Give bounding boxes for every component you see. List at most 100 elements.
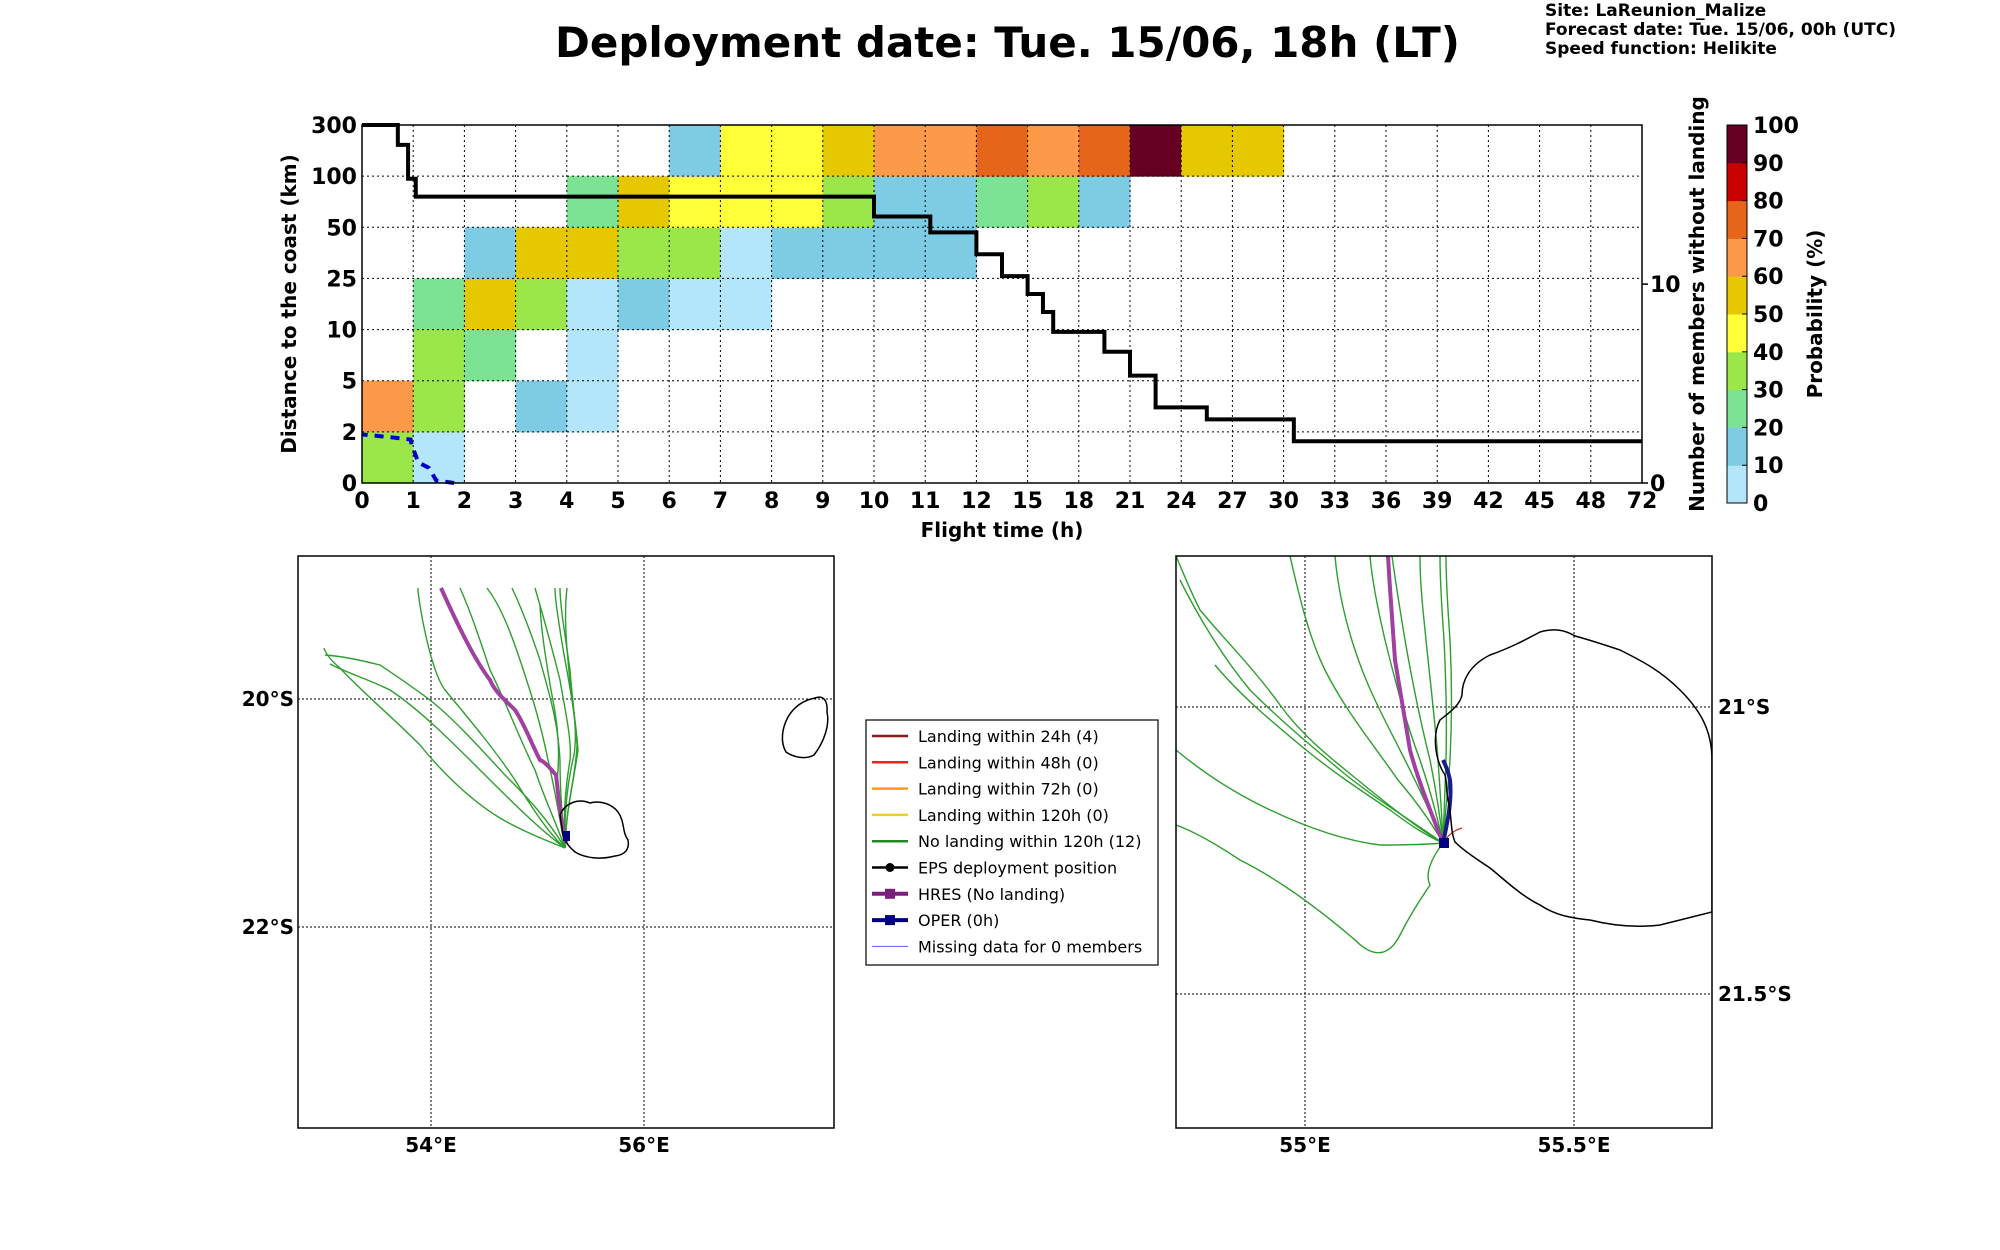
x-tick-label: 48 [1575,489,1606,514]
heatmap-cell [669,227,721,279]
speed-function-label: Speed function: Helikite [1545,39,1777,59]
legend-marker [885,888,895,899]
x-tick-label: 18 [1063,489,1094,514]
zoom-oper-marker [1439,838,1449,848]
heatmap-cell [874,176,926,228]
heatmap-cell [618,278,670,331]
legend-label: OPER (0h) [918,911,999,930]
zoom-reunion-coast [1434,629,1712,927]
heatmap-grid [362,125,1642,483]
legend-item: Landing within 120h (0) [872,806,1109,825]
legend-item: Missing data for 0 members [872,937,1142,956]
heatmap-cell [618,227,670,279]
heatmap-cell [515,380,568,433]
heatmap-cell [720,278,773,331]
colorbar-tick-label: 90 [1753,152,1784,177]
colorbar-tick-label: 70 [1753,227,1784,252]
heatmap-cell [874,227,926,279]
x-tick-label: 21 [1115,489,1146,514]
x-tick-labels: 0 1 2 3 4 5 6 7 8 9 10 11 12 15 18 21 24 27 30 33 36 39 42 45 48… [354,489,1657,514]
heatmap-cell [669,176,721,228]
heatmap-cell [1027,125,1080,177]
y-axis-label: Distance to the coast (km) [277,154,301,454]
x-axis-label: Flight time (h) [921,518,1084,542]
right-map-lat-label: 21°S [1718,695,1770,719]
x-tick-label: 24 [1166,489,1197,514]
colorbar-swatch [1727,427,1747,466]
y-tick-label: 0 [342,472,357,497]
hres-trajectory [439,587,568,844]
heatmap-cell [1232,125,1285,177]
heatmap-cell [925,176,977,228]
x-tick-label: 42 [1473,489,1504,514]
x-tick-label: 30 [1268,489,1299,514]
x-tick-label: 0 [354,489,369,514]
x-tick-label: 39 [1422,489,1453,514]
heatmap-cell [515,278,568,331]
x-tick-label: 1 [406,489,421,514]
heatmap-cell [362,380,414,433]
colorbar-tick-label: 20 [1753,416,1784,441]
legend-frame [865,719,1159,966]
heatmap-cell [720,176,773,228]
y-tick-label: 10 [326,319,357,344]
legend-label: Landing within 120h (0) [918,806,1109,825]
right-map-lon-label: 55.5°E [1537,1133,1610,1157]
x-tick-label: 10 [859,489,890,514]
y2-tick-label: 0 [1650,472,1665,497]
x-tick-label: 36 [1371,489,1402,514]
right-map-frame [1175,555,1713,1129]
left-map: 20°S 22°S 54°E 56°E [242,555,835,1157]
legend-label: Missing data for 0 members [918,937,1142,956]
zoom-oper-trajectory [1441,759,1453,844]
heatmap-cell [566,329,619,382]
right-map-lat-label: 21.5°S [1718,982,1792,1006]
heatmap-cell [566,380,619,433]
heatmap-cell [413,329,465,382]
heatmap-cell [822,227,875,279]
right-map: 21°S 21.5°S 55°E 55.5°E [1175,555,1792,1157]
heatmap-cell [413,278,465,331]
x-tick-label: 15 [1012,489,1043,514]
x-tick-label: 6 [662,489,677,514]
x-tick-label: 12 [961,489,992,514]
y2-tick-labels: 0 10 [1642,273,1681,497]
heatmap-cell [720,227,773,279]
heatmap-cell [669,125,721,177]
heatmap-cell [413,380,465,433]
legend-label: No landing within 120h (12) [918,832,1141,851]
y2-axis-label: Number of members without landing [1685,96,1709,512]
heatmap-cell [618,176,670,228]
heatmap-cell [566,176,619,228]
heatmap-cell [1130,125,1182,177]
heatmap-cell [464,278,517,331]
legend: Landing within 24h (4) Landing within 48h… [865,719,1159,966]
heatmap-cell [566,278,619,331]
x-tick-label: 33 [1319,489,1350,514]
colorbar-swatch [1727,314,1747,353]
heatmap-cell [822,125,875,177]
heatmap-cell [874,125,926,177]
x-tick-label: 7 [713,489,728,514]
y-tick-label: 100 [311,165,357,190]
reunion-coast [559,800,630,859]
heatmap-cell [976,125,1029,177]
mauritius-coast [781,696,829,759]
left-map-lon-label: 54°E [405,1133,457,1157]
colorbar-swatch [1727,465,1747,504]
heatmap-cell [1181,125,1233,177]
forecast-metadata: Site: LaReunion_Malize Forecast date: Tu… [1545,2,1896,59]
x-tick-label: 5 [610,489,625,514]
heatmap-cell [515,227,568,279]
y-tick-label: 2 [342,421,357,446]
legend-item: Landing within 72h (0) [872,780,1099,799]
y-tick-label: 300 [311,114,357,139]
zoom-hres-trajectory [1386,556,1445,844]
legend-label: EPS deployment position [918,859,1117,878]
legend-label: Landing within 72h (0) [918,780,1099,799]
heatmap-cell [413,431,465,484]
colorbar: 0 10 20 30 40 50 60 70 80 90 100 Probability (%) [1726,114,1827,517]
heatmap-cell [1027,176,1080,228]
heatmap-cell [669,278,721,331]
